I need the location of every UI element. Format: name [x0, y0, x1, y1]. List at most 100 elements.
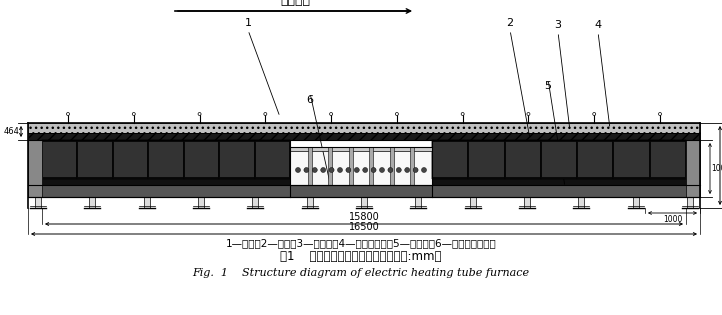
- Bar: [220, 142, 253, 177]
- Circle shape: [527, 112, 530, 116]
- Bar: [290, 147, 432, 151]
- Text: Fig.  1    Structure diagram of electric heating tube furnace: Fig. 1 Structure diagram of electric hea…: [193, 268, 529, 278]
- Bar: [415, 197, 422, 208]
- Bar: [577, 140, 614, 179]
- Bar: [432, 140, 686, 179]
- Text: 5: 5: [544, 81, 552, 91]
- Text: 1000: 1000: [663, 215, 682, 224]
- Circle shape: [461, 112, 464, 116]
- Bar: [183, 140, 219, 179]
- Bar: [650, 140, 686, 179]
- Circle shape: [330, 112, 333, 116]
- Text: 图1    电加热管式炉结构示意图（单位:mm）: 图1 电加热管式炉结构示意图（单位:mm）: [280, 250, 442, 264]
- Bar: [541, 140, 577, 179]
- Circle shape: [264, 112, 267, 116]
- Text: 464: 464: [4, 127, 20, 136]
- Bar: [42, 140, 290, 179]
- Bar: [469, 142, 503, 177]
- Bar: [255, 140, 290, 179]
- Bar: [219, 140, 255, 179]
- Text: 1000: 1000: [711, 164, 722, 173]
- Bar: [79, 142, 112, 177]
- Bar: [256, 142, 289, 177]
- Bar: [144, 197, 149, 208]
- Bar: [432, 140, 469, 179]
- Bar: [432, 179, 700, 197]
- Circle shape: [405, 168, 409, 173]
- Circle shape: [396, 168, 401, 173]
- Bar: [578, 142, 612, 177]
- Bar: [686, 140, 700, 197]
- Text: 1: 1: [245, 18, 251, 28]
- Bar: [614, 140, 650, 179]
- Bar: [149, 142, 183, 177]
- Bar: [307, 197, 313, 208]
- Bar: [687, 197, 693, 208]
- Circle shape: [362, 168, 367, 173]
- Text: 2: 2: [506, 18, 513, 28]
- Bar: [614, 142, 648, 177]
- Bar: [252, 197, 258, 208]
- Bar: [77, 140, 113, 179]
- Bar: [28, 140, 290, 197]
- Bar: [28, 140, 42, 197]
- Circle shape: [355, 168, 360, 173]
- Circle shape: [304, 168, 309, 173]
- Bar: [369, 147, 373, 185]
- Text: 15800: 15800: [349, 213, 379, 222]
- Bar: [28, 123, 700, 133]
- Bar: [90, 197, 95, 208]
- Bar: [632, 197, 639, 208]
- Bar: [28, 179, 290, 197]
- Bar: [114, 142, 147, 177]
- Bar: [198, 197, 204, 208]
- Text: 16500: 16500: [349, 222, 379, 232]
- Circle shape: [593, 112, 596, 116]
- Bar: [542, 142, 576, 177]
- Bar: [349, 147, 353, 185]
- Bar: [390, 147, 393, 185]
- Circle shape: [321, 168, 326, 173]
- Bar: [524, 197, 530, 208]
- Circle shape: [658, 112, 661, 116]
- Bar: [43, 142, 77, 177]
- Circle shape: [198, 112, 201, 116]
- Bar: [433, 142, 467, 177]
- Circle shape: [380, 168, 385, 173]
- Bar: [308, 147, 312, 185]
- Bar: [505, 142, 540, 177]
- Bar: [28, 133, 700, 140]
- Text: 走线方向: 走线方向: [280, 0, 310, 7]
- Bar: [361, 197, 367, 208]
- Bar: [35, 197, 41, 208]
- Bar: [290, 147, 432, 185]
- Circle shape: [388, 168, 393, 173]
- Bar: [329, 147, 332, 185]
- Circle shape: [396, 112, 399, 116]
- Text: 1—钙丝；2—炉管；3—炉顶砖；4—炉顶保温棉；5—捬管砖；6—透孔砖及孔塞砖: 1—钙丝；2—炉管；3—炉顶砖；4—炉顶保温棉；5—捬管砖；6—透孔砖及孔塞砖: [225, 238, 497, 248]
- Bar: [42, 140, 77, 179]
- Circle shape: [346, 168, 351, 173]
- Text: 6: 6: [307, 95, 313, 105]
- Text: 4: 4: [594, 20, 601, 30]
- Bar: [651, 142, 685, 177]
- Bar: [410, 147, 414, 185]
- Text: 3: 3: [554, 20, 562, 30]
- Bar: [470, 197, 476, 208]
- Bar: [469, 140, 505, 179]
- Bar: [28, 185, 700, 197]
- Bar: [113, 140, 148, 179]
- Circle shape: [66, 112, 69, 116]
- Circle shape: [413, 168, 418, 173]
- Bar: [432, 140, 700, 197]
- Circle shape: [132, 112, 135, 116]
- Circle shape: [337, 168, 342, 173]
- Bar: [578, 197, 584, 208]
- Bar: [148, 140, 183, 179]
- Circle shape: [422, 168, 427, 173]
- Circle shape: [371, 168, 376, 173]
- Bar: [185, 142, 218, 177]
- Circle shape: [329, 168, 334, 173]
- Bar: [505, 140, 541, 179]
- Circle shape: [295, 168, 300, 173]
